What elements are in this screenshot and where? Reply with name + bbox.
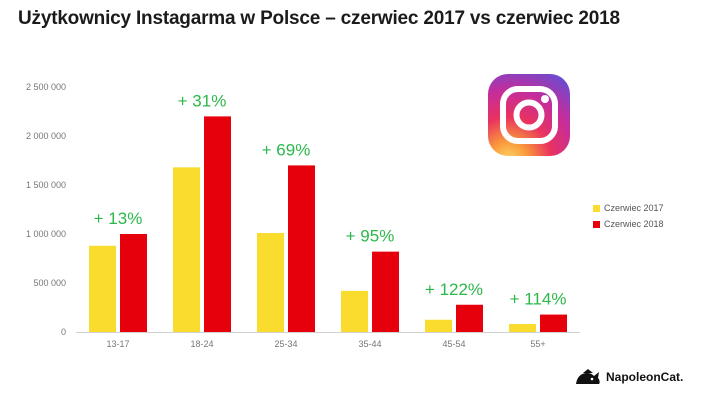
bar-2018-55+ xyxy=(540,314,567,332)
bar-2017-45-54 xyxy=(425,319,452,332)
napoleoncat-logo-icon xyxy=(576,369,600,384)
y-tick-label: 2 000 000 xyxy=(26,131,66,141)
bar-2017-25-34 xyxy=(257,233,284,332)
growth-annotation: + 95% xyxy=(346,227,395,246)
instagram-logo-icon xyxy=(488,74,570,156)
growth-annotation: + 31% xyxy=(178,91,227,110)
brand-name: NapoleonCat. xyxy=(606,370,684,384)
bar-2017-18-24 xyxy=(173,167,200,332)
bar-2018-13-17 xyxy=(120,234,147,332)
legend-label-2017: Czerwiec 2017 xyxy=(604,203,664,213)
y-tick-label: 0 xyxy=(61,327,66,337)
y-tick-label: 500 000 xyxy=(33,278,66,288)
y-tick-label: 1 500 000 xyxy=(26,180,66,190)
bar-2018-18-24 xyxy=(204,116,231,333)
x-tick-label: 18-24 xyxy=(190,339,213,349)
chart-title: Użytkownicy Instagarma w Polsce – czerwi… xyxy=(18,8,620,29)
bar-2018-45-54 xyxy=(456,304,483,332)
bar-2017-13-17 xyxy=(89,245,116,332)
napoleoncat-brand: NapoleonCat. xyxy=(574,368,683,386)
bar-2018-35-44 xyxy=(372,251,399,332)
legend-item-2017: Czerwiec 2017 xyxy=(593,200,664,216)
legend-label-2018: Czerwiec 2018 xyxy=(604,219,664,229)
y-tick-label: 2 500 000 xyxy=(26,82,66,92)
x-tick-label: 35-44 xyxy=(358,339,381,349)
legend: Czerwiec 2017 Czerwiec 2018 xyxy=(593,200,664,232)
legend-item-2018: Czerwiec 2018 xyxy=(593,216,664,232)
growth-annotation: + 122% xyxy=(425,280,483,299)
x-tick-label: 45-54 xyxy=(442,339,465,349)
legend-swatch-2018 xyxy=(593,220,600,228)
y-tick-label: 1 000 000 xyxy=(26,229,66,239)
growth-annotation: + 69% xyxy=(262,140,311,159)
x-tick-label: 13-17 xyxy=(106,339,129,349)
x-tick-label: 55+ xyxy=(530,339,545,349)
bar-2017-35-44 xyxy=(341,290,368,332)
bar-2017-55+ xyxy=(509,323,536,332)
growth-annotation: + 13% xyxy=(94,209,143,228)
growth-annotation: + 114% xyxy=(510,290,567,309)
bar-2018-25-34 xyxy=(288,165,315,332)
legend-swatch-2017 xyxy=(593,204,600,212)
x-tick-label: 25-34 xyxy=(274,339,297,349)
